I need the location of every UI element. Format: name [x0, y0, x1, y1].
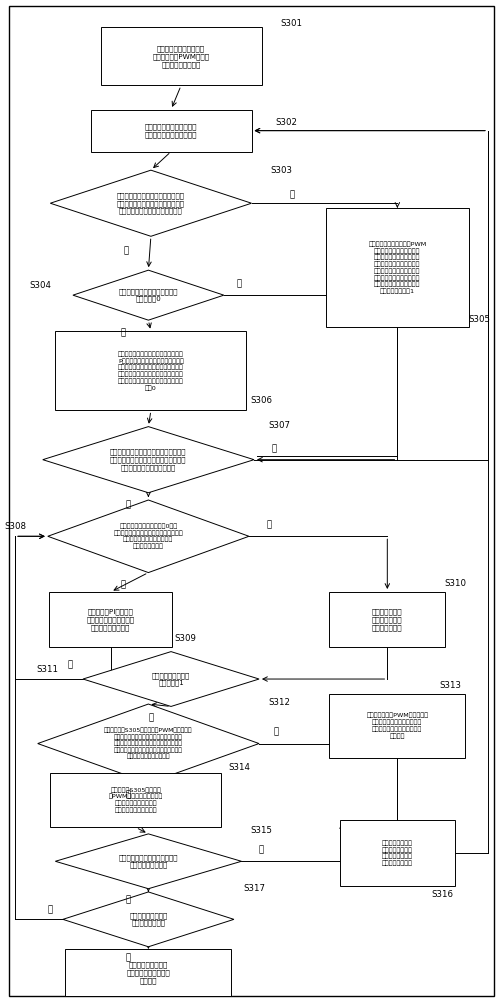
Text: 将更新调节过的PWM信号占空比
输出至所述驱动轮对应的系统
驱动层，实现机器人的行走速
度的控制: 将更新调节过的PWM信号占空比 输出至所述驱动轮对应的系统 驱动层，实现机器人的…: [366, 713, 429, 739]
Text: 否: 否: [123, 246, 128, 255]
FancyBboxPatch shape: [65, 949, 231, 996]
Polygon shape: [50, 170, 252, 236]
Text: 判断急刹车标志位是
否置为逻辑1: 判断急刹车标志位是 否置为逻辑1: [152, 672, 190, 686]
Text: 是: 是: [289, 191, 294, 200]
Polygon shape: [63, 892, 234, 947]
Text: S308: S308: [4, 522, 26, 531]
Text: 判断机器人是否保持
执行刹车减速运动: 判断机器人是否保持 执行刹车减速运动: [129, 912, 167, 926]
Text: S313: S313: [439, 681, 461, 690]
Text: 判断当前调节周期内配置的目标
速度是否为0: 判断当前调节周期内配置的目标 速度是否为0: [119, 288, 178, 302]
Text: S315: S315: [250, 826, 273, 835]
Text: 是: 是: [48, 905, 53, 914]
FancyBboxPatch shape: [55, 331, 246, 410]
Polygon shape: [73, 270, 224, 320]
Text: 否: 否: [259, 846, 264, 854]
Polygon shape: [55, 834, 241, 889]
Text: 否: 否: [126, 954, 131, 963]
Text: S316: S316: [432, 890, 454, 899]
Text: 是: 是: [126, 500, 131, 509]
Text: 使用增量式PI调节的方
式，去调节降低最新调节
获得的当前行走速度: 使用增量式PI调节的方 式，去调节降低最新调节 获得的当前行走速度: [87, 608, 135, 631]
Text: 将当前调节周期下
配置的目标速度更
新为下一调节周期
下配置的目标速度: 将当前调节周期下 配置的目标速度更 新为下一调节周期 下配置的目标速度: [382, 840, 413, 866]
Text: S307: S307: [268, 420, 290, 430]
Text: 将前述步骤S305更新调节
的PWM信号占空比所控制的
驱动轮的速度变化量的方
向调节为与其相反的方向: 将前述步骤S305更新调节 的PWM信号占空比所控制的 驱动轮的速度变化量的方 …: [109, 787, 163, 813]
Text: S314: S314: [228, 763, 250, 772]
FancyBboxPatch shape: [329, 694, 465, 758]
Text: 否: 否: [121, 329, 126, 338]
FancyBboxPatch shape: [329, 592, 445, 647]
Text: 是: 是: [126, 790, 131, 799]
Text: S303: S303: [271, 166, 293, 175]
Text: 判断前述步骤S305更新调节的PWM信号占空比
所控制的驱动轮的速度变化量的方向是否与
所述最终目标速度的方向相反，且判断这个
速度变化量的大小是否大于对应步骤: 判断前述步骤S305更新调节的PWM信号占空比 所控制的驱动轮的速度变化量的方向…: [104, 728, 193, 759]
Text: 将急刹车标志位设置为逻辑0，并
判断当前调节周期下配置的目标速度是否
小于所述驱动轮的码盘被允许
读取的最低速度值: 将急刹车标志位设置为逻辑0，并 判断当前调节周期下配置的目标速度是否 小于所述驱…: [114, 524, 183, 549]
Text: 机器人启动运动时，对驱
动轮配置初始PWM信号占
空比和最终目标速度: 机器人启动运动时，对驱 动轮配置初始PWM信号占 空比和最终目标速度: [152, 45, 210, 68]
Text: S301: S301: [281, 19, 303, 28]
Text: 将所述驱动轮当前获得的PWM
信号占空比反向处理以降低
机器人的驱动轮的当前行走
速度，使得机器人的驱动轮
的当前行走速度与当前调节
周期内配置的目标速度的速
: 将所述驱动轮当前获得的PWM 信号占空比反向处理以降低 机器人的驱动轮的当前行走…: [368, 241, 427, 294]
Text: 是: 是: [267, 520, 272, 529]
Polygon shape: [43, 427, 254, 493]
Text: 根据驱动轮的码盘读数确定
出机器人处于刹车减速状态: 根据驱动轮的码盘读数确定 出机器人处于刹车减速状态: [145, 123, 197, 138]
Text: S312: S312: [268, 698, 290, 707]
Text: 低速开环调节更
新最新调节获得
的当前行走速度: 低速开环调节更 新最新调节获得 的当前行走速度: [372, 608, 402, 631]
Text: S304: S304: [29, 281, 51, 290]
Polygon shape: [38, 704, 259, 783]
FancyBboxPatch shape: [340, 820, 455, 886]
Text: S311: S311: [37, 665, 59, 674]
Text: 否: 否: [121, 580, 126, 589]
Text: 结束机器人在当前的
刹车运动模式下的速度
调节操作: 结束机器人在当前的 刹车运动模式下的速度 调节操作: [127, 961, 170, 984]
Text: S317: S317: [243, 884, 265, 893]
Text: 是: 是: [148, 713, 153, 722]
FancyBboxPatch shape: [49, 592, 172, 647]
Text: 对机器人的驱动轮的当前行走速度进行
P调节以降低所述驱动轮的当前行走速
度，使得机器人的驱动轮的行走速度与
当前调节周期内配置的目标速度的速度
差得到缩小，并将: 对机器人的驱动轮的当前行走速度进行 P调节以降低所述驱动轮的当前行走速 度，使得…: [118, 351, 184, 391]
Polygon shape: [83, 652, 259, 706]
Text: 是: 是: [236, 279, 241, 288]
Text: 是: 是: [126, 896, 131, 904]
FancyBboxPatch shape: [101, 27, 262, 85]
Text: 否: 否: [68, 660, 73, 669]
Text: S306: S306: [250, 396, 273, 405]
Text: S305: S305: [468, 315, 490, 324]
Text: 判断是否已经完成最后一个调节
调节周期的速度调节: 判断是否已经完成最后一个调节 调节周期的速度调节: [119, 854, 178, 868]
Polygon shape: [48, 500, 249, 573]
Text: S310: S310: [444, 579, 466, 588]
FancyBboxPatch shape: [91, 110, 252, 152]
FancyBboxPatch shape: [50, 773, 221, 827]
Text: S309: S309: [174, 634, 196, 643]
Text: 判断降低后的当前行走速度与当前调节周
期下配置的目标速度的速度差值的绝对值
是否缩小为所述系统允许误差: 判断降低后的当前行走速度与当前调节周 期下配置的目标速度的速度差值的绝对值 是否…: [110, 449, 187, 471]
Text: 判断机器人的驱动轮的当前行走速度
与当前调节周期内配置的目标速度的
速度差值是否大于刹车速度差阈值: 判断机器人的驱动轮的当前行走速度 与当前调节周期内配置的目标速度的 速度差值是否…: [117, 192, 185, 214]
FancyBboxPatch shape: [326, 208, 469, 327]
Text: S302: S302: [276, 118, 298, 127]
Text: 否: 否: [274, 728, 279, 737]
Text: 否: 否: [272, 444, 277, 453]
